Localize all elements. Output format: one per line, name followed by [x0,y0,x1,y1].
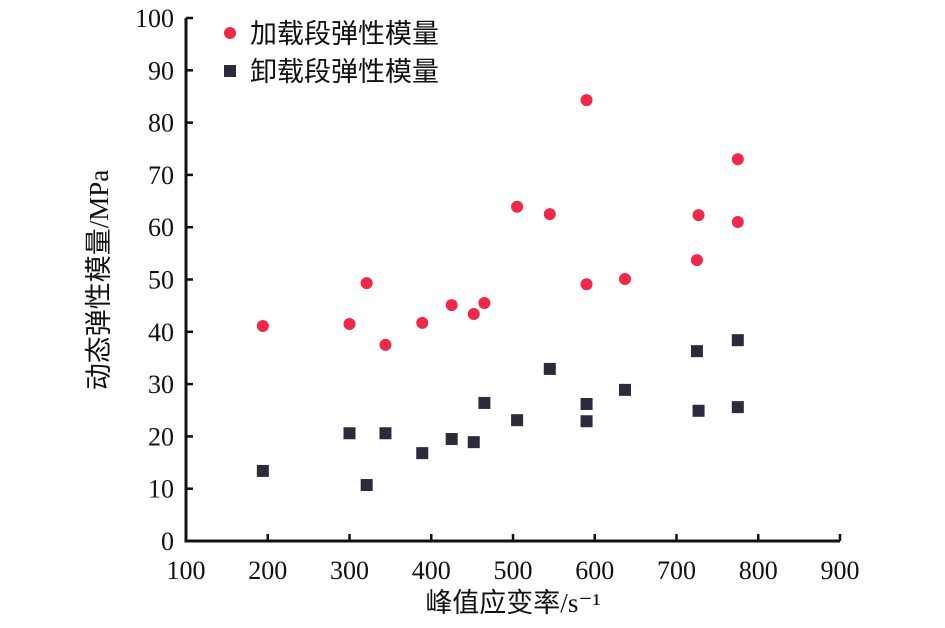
y-tick-label: 50 [148,266,174,295]
data-point-loading [580,278,593,291]
data-point-loading [618,272,631,285]
data-point-loading [731,215,744,228]
y-axis-label: 动态弹性模量/MPa [84,170,114,391]
x-tick-label: 500 [494,556,533,585]
data-point-unloading [360,479,373,492]
data-point-loading [543,208,556,221]
data-point-unloading [580,397,593,410]
data-point-loading [580,94,593,107]
y-tick-label: 80 [148,109,174,138]
data-point-loading [379,338,392,351]
data-point-loading [360,277,373,290]
data-point-loading [467,308,480,321]
y-tick-label: 0 [161,527,174,556]
y-tick-label: 30 [148,370,174,399]
x-tick-label: 100 [167,556,206,585]
data-point-loading [478,297,491,310]
data-point-unloading [467,436,480,449]
legend-marker-circle [224,27,236,39]
x-tick-label: 400 [412,556,451,585]
data-point-unloading [618,383,631,396]
y-tick-label: 90 [148,56,174,85]
x-tick-label: 900 [821,556,860,585]
data-point-unloading [445,433,458,446]
y-tick-label: 40 [148,318,174,347]
data-point-loading [511,200,524,213]
data-point-unloading [690,345,703,358]
legend-marker-square [224,65,236,77]
data-point-unloading [692,404,705,417]
axes: 100 200 300 400 500 600 700 800 900 0 10 20 30 40 50 60… [135,4,860,585]
data-point-loading [731,153,744,166]
data-marks [256,94,744,492]
data-point-unloading [580,415,593,428]
x-tick-label: 600 [575,556,614,585]
data-point-unloading [343,427,356,440]
data-point-unloading [731,334,744,347]
legend-label: 加载段弹性模量 [250,19,439,49]
y-tick-label: 100 [135,4,174,33]
data-point-loading [343,317,356,330]
data-point-loading [445,299,458,312]
data-point-loading [692,209,705,222]
y-tick-label: 10 [148,475,174,504]
data-point-unloading [256,464,269,477]
data-point-unloading [731,401,744,414]
data-point-unloading [511,414,524,427]
x-tick-label: 800 [739,556,778,585]
data-point-unloading [379,427,392,440]
data-point-unloading [478,396,491,409]
y-tick-label: 70 [148,161,174,190]
data-point-loading [690,254,703,267]
data-point-unloading [543,362,556,375]
x-axis-label: 峰值应变率/s⁻¹ [425,588,600,618]
x-tick-label: 200 [248,556,287,585]
y-tick-label: 60 [148,213,174,242]
data-point-unloading [416,447,429,460]
legend-label: 卸载段弹性模量 [250,57,439,87]
data-point-loading [256,320,269,333]
x-tick-label: 300 [330,556,369,585]
data-point-loading [416,316,429,329]
y-tick-label: 20 [148,422,174,451]
x-tick-label: 700 [657,556,696,585]
